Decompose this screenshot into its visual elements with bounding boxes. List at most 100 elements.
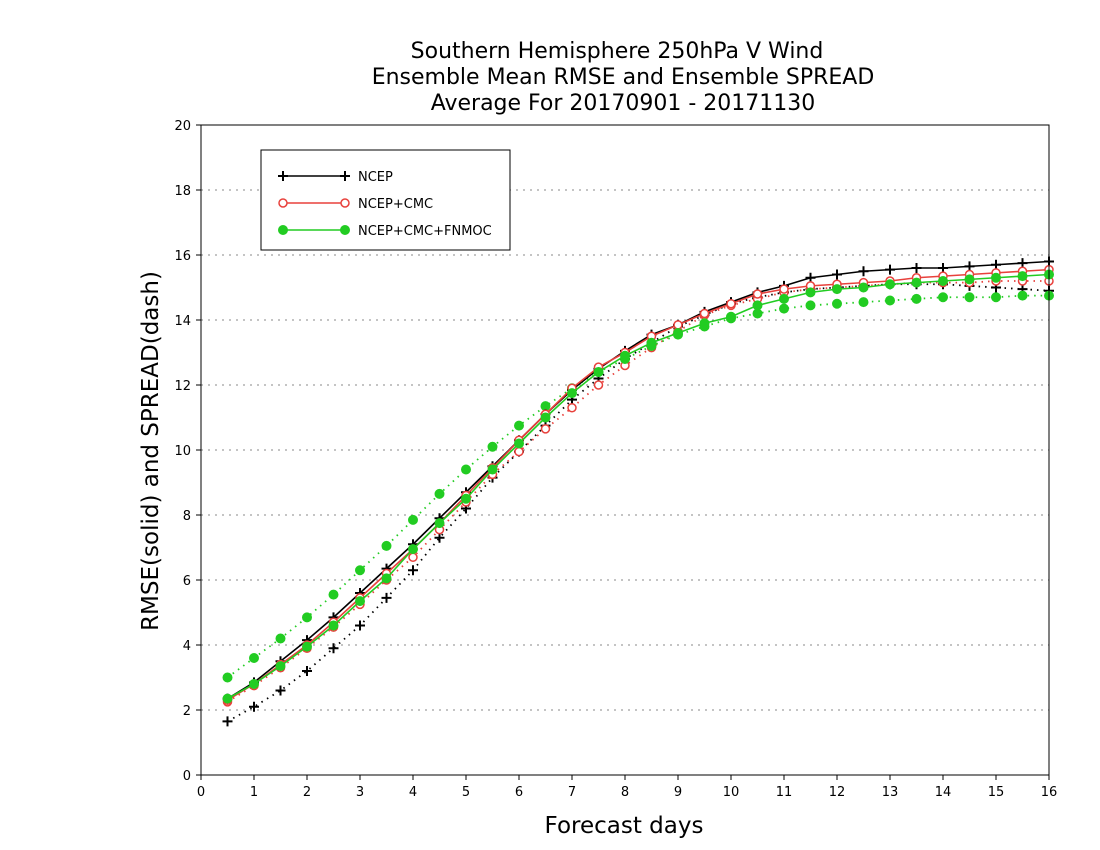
x-tick-label: 1 [250,785,258,800]
x-axis-title: Forecast days [545,813,704,839]
point-marker [805,300,816,311]
x-tick-label: 10 [723,785,740,800]
point-marker [885,264,895,275]
x-tick-label: 0 [197,785,205,800]
x-tick-label: 9 [674,785,682,800]
point-marker [699,308,710,319]
point-marker [408,552,418,562]
legend-label: NCEP [358,170,393,185]
point-marker [514,420,524,431]
point-marker [726,299,736,309]
title-line-1: Southern Hemisphere 250hPa V Wind [411,39,824,64]
point-marker [514,446,524,457]
point-marker [911,293,922,304]
point-marker [340,171,350,181]
x-tick-label: 4 [409,785,417,800]
point-marker [593,380,604,390]
point-marker [275,685,286,696]
point-marker [938,276,948,286]
y-tick-label: 14 [174,314,191,329]
y-tick-label: 12 [174,379,191,394]
y-tick-label: 18 [174,184,191,199]
x-tick-label: 14 [935,785,952,800]
point-marker [222,716,233,727]
point-marker [340,225,350,235]
point-marker [567,388,577,399]
point-marker [911,277,922,288]
point-marker [991,259,1001,270]
chart-title: Southern Hemisphere 250hPa V Wind Ensemb… [372,39,875,116]
point-marker [567,403,577,413]
point-marker [487,441,498,452]
point-marker [355,620,365,631]
point-marker [858,297,869,308]
point-marker [540,424,551,434]
point-marker [222,693,233,704]
legend: NCEP NCEP+CMC NCEP+CMC+FNMOC [260,149,511,251]
point-marker [673,320,683,330]
point-marker [381,592,392,603]
point-marker [832,284,842,295]
point-marker [938,263,948,273]
x-tick-label: 6 [515,785,523,800]
point-marker [832,269,842,280]
point-marker [328,620,339,631]
point-marker [620,350,630,361]
y-axis-title: RMSE(solid) and SPREAD(dash) [138,271,164,631]
point-marker [779,293,789,304]
point-marker [673,328,683,338]
point-marker [885,295,895,306]
x-tick-label: 7 [568,785,576,800]
point-marker [461,464,471,475]
legend-box [260,149,511,251]
point-marker [355,596,365,607]
series-ncep-cmc-fnmoc-spread-line [226,294,1049,679]
point-marker [540,412,551,423]
point-marker [249,679,259,689]
x-tick-label: 3 [356,785,364,800]
point-marker [328,589,339,600]
point-marker [726,311,736,322]
point-marker [514,438,524,449]
point-marker [646,337,657,348]
point-marker [408,544,418,555]
point-marker [408,565,418,576]
x-tick-label: 11 [776,785,793,800]
x-tick-label: 8 [621,785,629,800]
point-marker [779,284,789,294]
point-marker [434,532,445,543]
point-marker [779,303,789,314]
point-marker [991,272,1001,283]
x-tick-label: 15 [988,785,1005,800]
point-marker [938,292,948,303]
title-line-3: Average For 20170901 - 20171130 [431,91,816,116]
series-ncep-cmc-fnmoc-rmse-line [227,273,1050,700]
x-tick-label: 5 [462,785,470,800]
point-marker [1017,258,1028,269]
point-marker [461,493,471,504]
point-marker [1017,271,1028,282]
title-line-2: Ensemble Mean RMSE and Ensemble SPREAD [372,65,875,90]
series-group [222,256,1054,727]
y-tick-label: 0 [183,769,191,784]
point-marker [249,701,259,712]
point-marker [858,266,869,277]
point-marker [222,672,233,683]
y-tick-label: 20 [174,119,191,134]
point-marker [911,263,922,273]
point-marker [434,488,445,499]
point-marker [858,282,869,293]
point-marker [805,287,816,298]
x-tick-label: 12 [829,785,846,800]
point-marker [752,289,763,299]
y-tick-label: 2 [183,704,191,719]
legend-label: NCEP+CMC+FNMOC [358,224,492,239]
point-marker [275,661,286,672]
y-tick-label: 10 [174,444,191,459]
point-marker [964,292,975,303]
point-marker [278,198,288,208]
point-marker [487,464,498,475]
point-marker [885,279,895,290]
